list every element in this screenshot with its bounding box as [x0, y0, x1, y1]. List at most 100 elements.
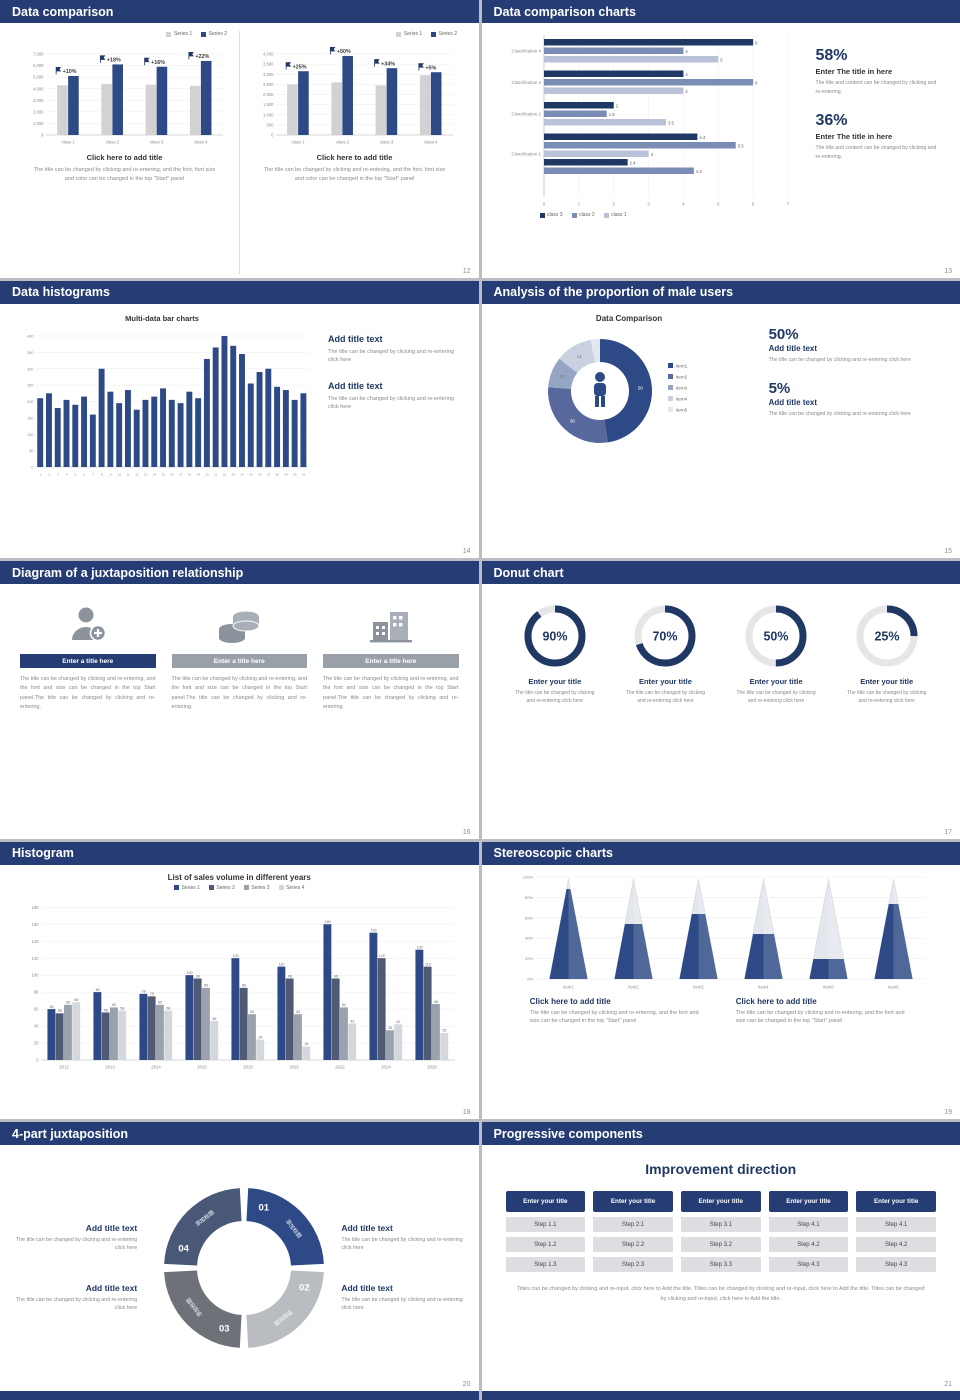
block-heading[interactable]: Add title text	[341, 1223, 393, 1234]
grouped-bar-chart[interactable]: 0 20 40 60 80 100 120 140 160 180 60 55 65 68 2012 80 56…	[19, 893, 459, 1071]
block-heading[interactable]: Add title text	[341, 1282, 393, 1293]
item-title-bar[interactable]: Enter a title here	[20, 654, 156, 669]
stat-heading[interactable]: Enter The title in here	[815, 132, 893, 142]
step-cell[interactable]: Step 2.2	[593, 1237, 673, 1253]
svg-text:1,000: 1,000	[33, 121, 44, 126]
svg-text:2: 2	[612, 202, 615, 207]
stat-body: The title can be changed by clicking and…	[768, 411, 911, 418]
gauge-donut[interactable]: 25%	[855, 604, 919, 668]
gauge-heading[interactable]: Enter your title	[528, 677, 582, 687]
column-title-button[interactable]: Enter your title	[856, 1191, 937, 1213]
grouped-bar-chart[interactable]: 0 500 1,000 1,500 2,000 2,500 3,000 3,500 4,000 c…	[252, 38, 457, 146]
step-cell[interactable]: Step 1.3	[505, 1257, 586, 1273]
gauge-body: The title can be changed by clicking and…	[515, 690, 595, 704]
svg-text:item1: item1	[563, 984, 574, 989]
svg-text:item5: item5	[676, 407, 688, 412]
svg-text:15: 15	[162, 472, 166, 476]
svg-text:13: 13	[144, 472, 148, 476]
svg-text:3,500: 3,500	[263, 62, 274, 67]
svg-text:23: 23	[232, 472, 236, 476]
svg-text:5,000: 5,000	[33, 75, 44, 80]
block-heading[interactable]: Add title text	[85, 1282, 138, 1293]
slide-data-comparison-charts[interactable]: Data comparison charts 0 1 2 3 4 5 6 7 6 4 5 Classi…	[481, 0, 960, 278]
step-cell[interactable]: Step 1.2	[505, 1237, 586, 1253]
step-cell[interactable]: Step 4.3	[768, 1257, 849, 1273]
step-cell[interactable]: Step 3.1	[680, 1217, 761, 1233]
slide-data-histograms[interactable]: Data histograms Multi-data bar charts 0 5…	[0, 280, 479, 559]
column-title-button[interactable]: Enter your title	[593, 1191, 673, 1213]
step-cell[interactable]: Step 4.2	[856, 1237, 937, 1253]
slide-footer-strip	[0, 1391, 479, 1400]
grouped-bar-chart[interactable]: 0 1,000 2,000 3,000 4,000 5,000 6,000 7,000 clas…	[22, 38, 227, 146]
slide-title-bar: Stereoscopic charts	[481, 841, 960, 865]
stat-heading[interactable]: Add title text	[768, 398, 818, 408]
gauge-donut[interactable]: 90%	[523, 604, 587, 668]
column-title-button[interactable]: Enter your title	[768, 1191, 849, 1213]
block-heading[interactable]: Click here to add title	[316, 153, 393, 162]
svg-text:3,000: 3,000	[263, 72, 274, 77]
stat-percent: 5%	[768, 380, 791, 398]
svg-text:+25%: +25%	[293, 64, 307, 70]
slide-data-comparison[interactable]: Data comparison Series 1 Series 2 0 1,000 2…	[0, 0, 479, 278]
svg-text:Classification 1: Classification 1	[511, 151, 541, 156]
step-cell[interactable]: Step 3.2	[680, 1237, 761, 1253]
slide-progressive-components[interactable]: Progressive components Improvement direc…	[481, 1122, 960, 1400]
svg-text:42: 42	[397, 1020, 401, 1024]
legend-swatch	[208, 885, 214, 891]
block-heading[interactable]: Add title text	[328, 380, 383, 391]
cone-chart[interactable]: 0% 20% 40% 60% 80% 100% item1 item2 item3 item4 it…	[506, 871, 936, 991]
stat-heading[interactable]: Add title text	[768, 343, 818, 353]
slide-stereoscopic-charts[interactable]: Stereoscopic charts 0% 20% 40% 60% 80% 100% it…	[481, 841, 960, 1120]
step-cell[interactable]: Step 4.3	[856, 1257, 937, 1273]
item-title-bar[interactable]: Enter a title here	[323, 654, 459, 669]
svg-text:item5: item5	[823, 984, 834, 989]
svg-text:1.8: 1.8	[608, 112, 614, 117]
step-cell[interactable]: Step 4.2	[768, 1237, 849, 1253]
nurse-icon	[67, 600, 109, 646]
svg-text:7: 7	[786, 202, 789, 207]
slide-donut-chart[interactable]: Donut chart 90% Enter your title The tit…	[481, 561, 960, 839]
block-heading[interactable]: Add title text	[328, 333, 383, 344]
step-cell[interactable]: Step 2.3	[593, 1257, 673, 1273]
svg-text:120: 120	[379, 954, 385, 958]
item-title-bar[interactable]: Enter a title here	[171, 654, 307, 669]
svg-text:4: 4	[685, 72, 688, 77]
step-cell[interactable]: Step 3.3	[680, 1257, 761, 1273]
slide-male-users-proportion[interactable]: Analysis of the proportion of male users…	[481, 280, 960, 559]
stat-heading[interactable]: Enter The title in here	[815, 67, 893, 76]
block-heading[interactable]: Click here to add title	[529, 996, 611, 1006]
svg-text:22: 22	[223, 472, 227, 476]
gauge-donut[interactable]: 50%	[744, 604, 808, 668]
svg-text:78: 78	[142, 989, 146, 993]
svg-text:class 3: class 3	[150, 140, 164, 145]
svg-text:58: 58	[167, 1006, 171, 1010]
step-cell[interactable]: Step 1.1	[505, 1217, 586, 1233]
block-heading[interactable]: Click here to add title	[86, 153, 163, 162]
gauge-heading[interactable]: Enter your title	[638, 677, 692, 687]
block-heading[interactable]: Click here to add title	[735, 996, 817, 1006]
block-heading[interactable]: Add title text	[85, 1223, 138, 1234]
horizontal-bar-chart[interactable]: 0 1 2 3 4 5 6 7 6 4 5 Classification 4 4 6 4 Classifica…	[494, 31, 804, 209]
stat-percent: 50%	[768, 325, 799, 343]
slide-title: Analysis of the proportion of male users	[493, 285, 734, 300]
svg-text:0: 0	[31, 465, 33, 469]
svg-text:60%: 60%	[525, 915, 533, 920]
column-title-button[interactable]: Enter your title	[505, 1191, 586, 1213]
gauge-heading[interactable]: Enter your title	[860, 677, 914, 687]
gauge-donut[interactable]: 70%	[633, 604, 697, 668]
svg-text:3,000: 3,000	[33, 98, 44, 103]
svg-text:+50%: +50%	[337, 49, 351, 55]
step-cell[interactable]: Step 2.1	[593, 1217, 673, 1233]
slide-juxtaposition-relationship[interactable]: Diagram of a juxtaposition relationship …	[0, 561, 479, 839]
slide-histogram[interactable]: Histogram List of sales volume in differ…	[0, 841, 479, 1120]
slide-4-part-juxtaposition[interactable]: 4-part juxtaposition Add title text The …	[0, 1122, 479, 1400]
slide-content: 90% Enter your title The title can be ch…	[482, 584, 960, 839]
column-title-button[interactable]: Enter your title	[680, 1191, 761, 1213]
donut-chart[interactable]: 50 30 10 12 item1 item2 item3 item4 item5	[536, 325, 722, 457]
svg-text:40: 40	[34, 1023, 39, 1028]
step-cell[interactable]: Step 4.1	[856, 1217, 937, 1233]
gauge-heading[interactable]: Enter your title	[749, 677, 803, 687]
step-cell[interactable]: Step 4.1	[768, 1217, 849, 1233]
